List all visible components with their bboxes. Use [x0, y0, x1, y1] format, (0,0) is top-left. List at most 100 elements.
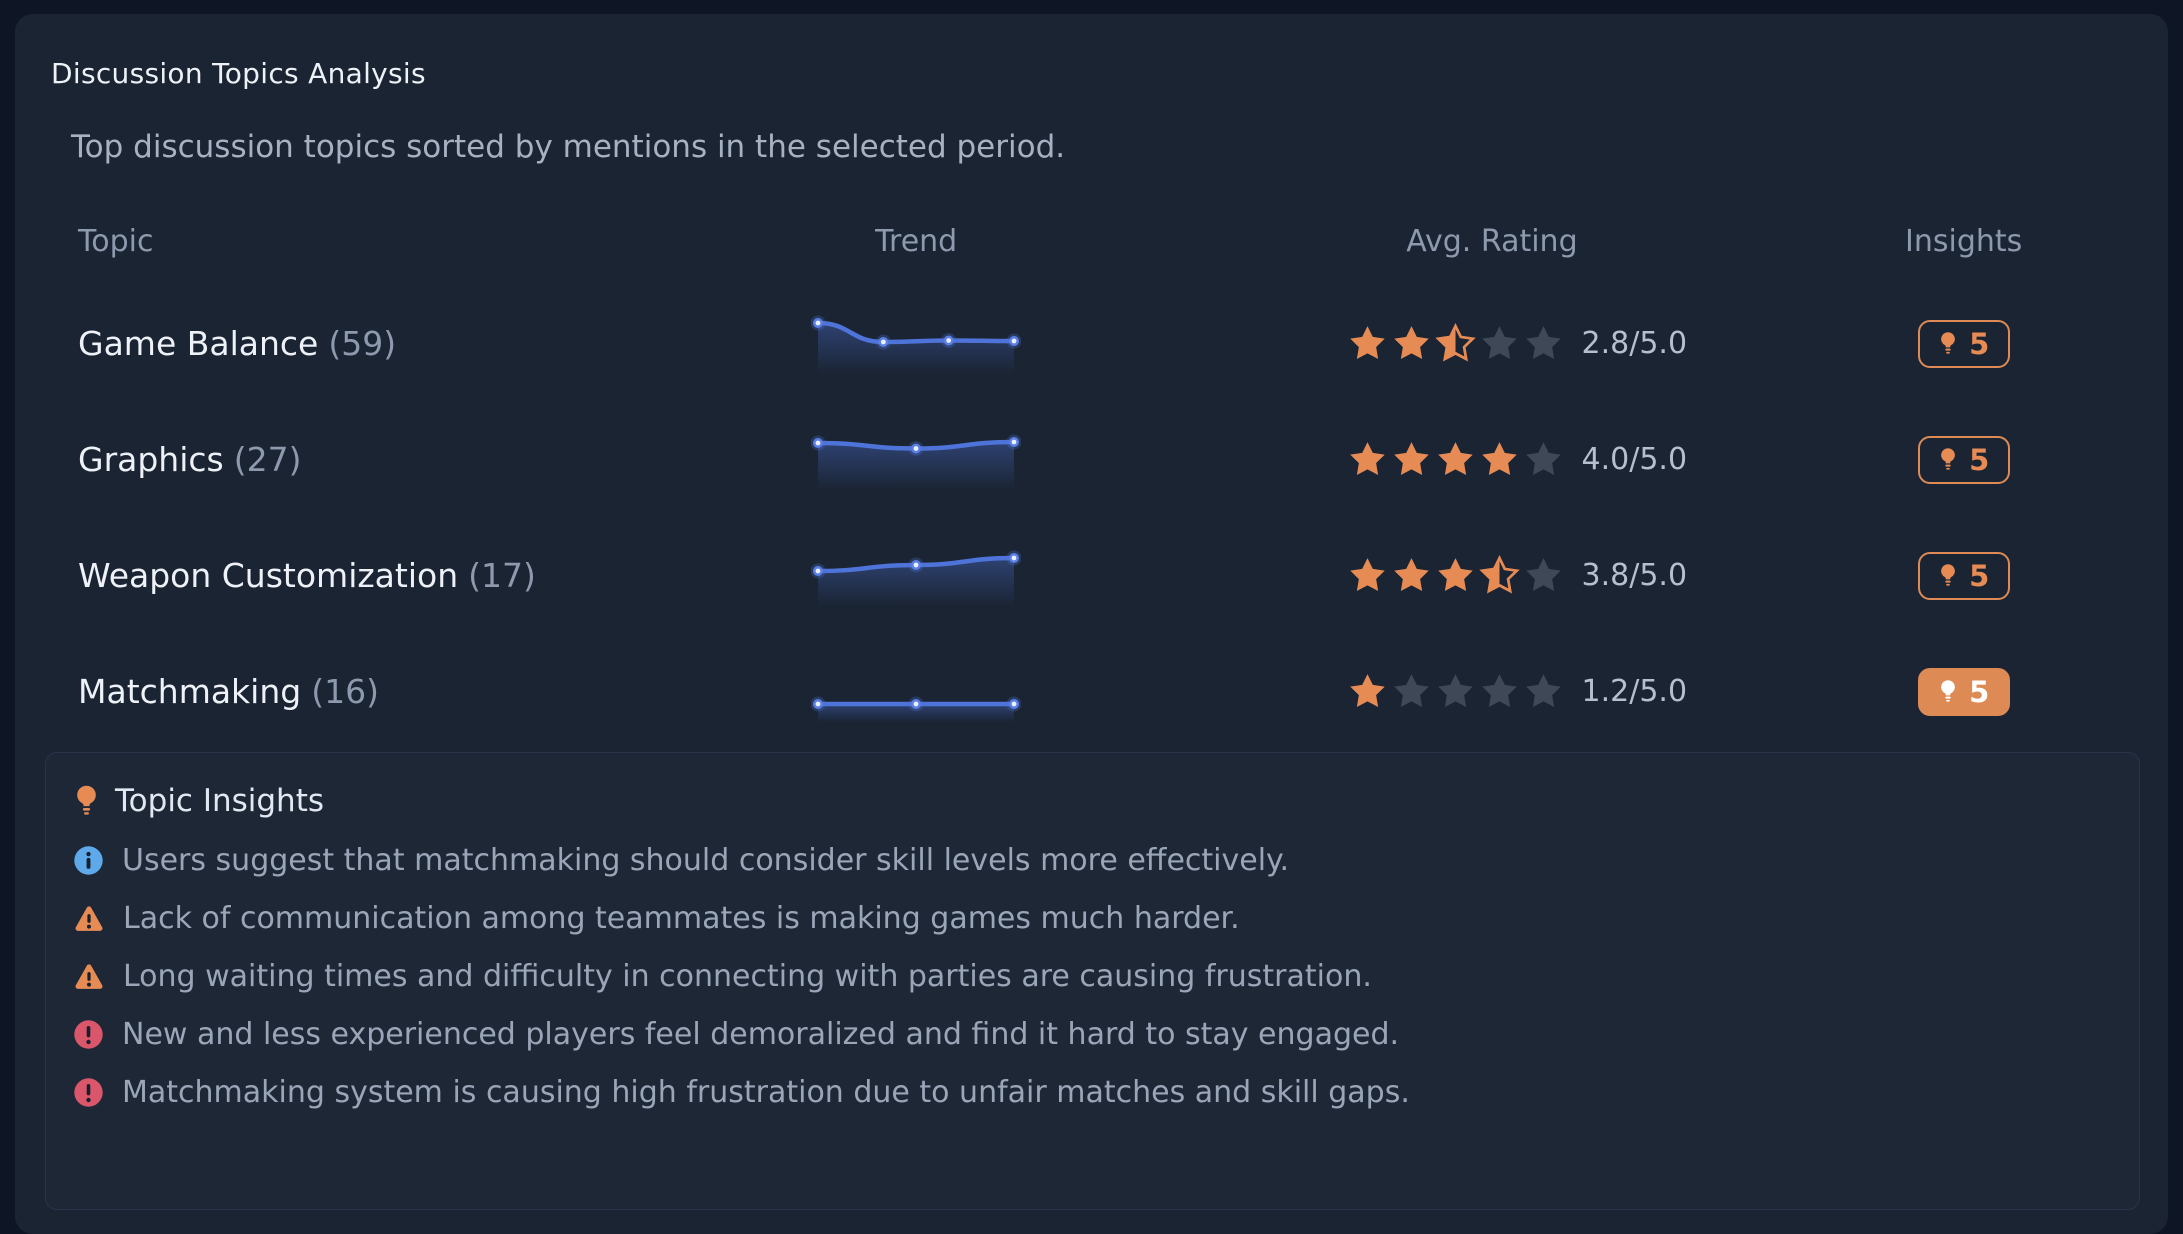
rating-label: 1.2/5.0 — [1581, 674, 1688, 710]
star-icon-empty — [1525, 674, 1561, 708]
star-icon-full — [1437, 558, 1473, 592]
trend-cell — [810, 310, 1022, 378]
insights-panel-title: Topic Insights — [115, 782, 325, 819]
topic-name: Matchmaking — [78, 672, 302, 712]
trend-cell — [810, 426, 1022, 494]
insights-count: 5 — [1969, 442, 1990, 477]
insight-text: Users suggest that matchmaking should co… — [122, 843, 1290, 879]
insight-item-error: New and less experienced players feel de… — [73, 1013, 2109, 1057]
insights-count: 5 — [1969, 326, 1990, 361]
star-rating — [1347, 671, 1564, 712]
info-icon — [74, 846, 103, 875]
trend-sparkline-chart — [810, 315, 1022, 374]
topic-mentions-count: (16) — [311, 672, 379, 712]
insights-count: 5 — [1969, 674, 1990, 709]
topic-row: Graphics (27) 4.0/5.0 5 — [78, 402, 2140, 518]
table-body: Game Balance (59) 2.8/5.0 5 Graphics (27) — [78, 286, 2140, 750]
insights-cell: 5 — [1917, 435, 2010, 484]
insights-badge[interactable]: 5 — [1917, 551, 2010, 600]
star-icon-empty — [1525, 558, 1561, 592]
star-rating — [1347, 323, 1564, 364]
insight-text: New and less experienced players feel de… — [122, 1017, 1400, 1053]
star-icon-empty — [1481, 326, 1517, 360]
star-icon-empty — [1481, 674, 1517, 708]
star-icon-empty — [1437, 674, 1473, 708]
topic-mentions-count: (27) — [233, 440, 302, 480]
star-icon-half — [1478, 555, 1520, 594]
topic-cell: Game Balance (59) — [78, 324, 806, 363]
topic-name: Graphics — [78, 440, 224, 480]
rating-cell: 1.2/5.0 — [1027, 671, 1788, 712]
star-icon-empty — [1393, 674, 1429, 708]
star-icon-full — [1393, 442, 1429, 476]
topic-cell: Graphics (27) — [78, 440, 806, 479]
column-header-trend: Trend — [875, 224, 958, 260]
rating-label: 4.0/5.0 — [1581, 442, 1688, 478]
star-icon-half — [1434, 323, 1476, 362]
table-header-row: Topic Trend Avg. Rating Insights — [78, 210, 2140, 274]
column-header-insights: Insights — [1905, 224, 2023, 260]
discussion-topics-card: Discussion Topics Analysis Top discussio… — [15, 14, 2168, 1234]
lightbulb-icon — [1941, 448, 1955, 470]
lightbulb-icon — [1941, 680, 1955, 702]
star-icon-empty — [1525, 326, 1561, 360]
topic-name: Weapon Customization — [78, 556, 459, 596]
rating-cell: 4.0/5.0 — [1027, 439, 1788, 480]
star-icon-full — [1349, 674, 1385, 708]
insights-badge[interactable]: 5 — [1917, 319, 2010, 368]
rating-label: 2.8/5.0 — [1581, 326, 1688, 362]
column-header-avg-rating: Avg. Rating — [1406, 224, 1578, 260]
topic-mentions-count: (17) — [468, 556, 536, 596]
insight-text: Matchmaking system is causing high frust… — [122, 1075, 1410, 1111]
trend-sparkline-chart — [810, 696, 1022, 722]
trend-cell — [810, 542, 1022, 610]
column-header-topic: Topic — [78, 224, 154, 260]
insight-text: Long waiting times and difficulty in con… — [123, 959, 1372, 995]
star-icon-full — [1393, 326, 1429, 360]
topic-insights-panel: Topic Insights Users suggest that matchm… — [45, 751, 2140, 1210]
warning-icon — [75, 906, 103, 932]
star-icon-full — [1393, 558, 1429, 592]
topic-row: Matchmaking (16) 1.2/5.0 5 — [78, 634, 2140, 750]
star-rating — [1347, 555, 1564, 596]
insight-item-info: Users suggest that matchmaking should co… — [73, 839, 2109, 883]
insights-cell: 5 — [1917, 667, 2010, 716]
insights-count: 5 — [1969, 558, 1990, 593]
star-icon-full — [1481, 442, 1517, 476]
star-icon-full — [1349, 558, 1385, 592]
rating-cell: 2.8/5.0 — [1027, 323, 1788, 364]
insight-text: Lack of communication among teammates is… — [123, 901, 1240, 937]
rating-cell: 3.8/5.0 — [1027, 555, 1788, 596]
trend-sparkline-chart — [810, 550, 1022, 606]
trend-cell — [810, 658, 1022, 726]
insights-cell: 5 — [1917, 319, 2010, 368]
insights-badge[interactable]: 5 — [1917, 667, 2010, 716]
star-rating — [1347, 439, 1564, 480]
error-icon — [74, 1020, 103, 1049]
rating-label: 3.8/5.0 — [1581, 558, 1688, 594]
star-icon-full — [1349, 326, 1385, 360]
star-icon-full — [1349, 442, 1385, 476]
insights-list: Users suggest that matchmaking should co… — [73, 839, 2109, 1115]
insight-item-warning: Long waiting times and difficulty in con… — [73, 955, 2109, 999]
star-icon-full — [1437, 442, 1473, 476]
star-icon-empty — [1525, 442, 1561, 476]
topic-name: Game Balance — [78, 324, 319, 364]
insights-badge[interactable]: 5 — [1917, 435, 2010, 484]
insight-item-error: Matchmaking system is causing high frust… — [73, 1071, 2109, 1115]
topic-mentions-count: (59) — [328, 324, 397, 364]
insights-panel-header: Topic Insights — [73, 779, 2109, 823]
topic-cell: Matchmaking (16) — [78, 672, 806, 711]
lightbulb-icon — [1941, 564, 1955, 586]
topic-cell: Weapon Customization (17) — [78, 556, 806, 595]
warning-icon — [75, 964, 103, 990]
lightbulb-icon — [77, 785, 96, 815]
insights-cell: 5 — [1917, 551, 2010, 600]
error-icon — [74, 1078, 103, 1107]
topic-row: Weapon Customization (17) 3.8/5.0 5 — [78, 518, 2140, 634]
insight-item-warning: Lack of communication among teammates is… — [73, 897, 2109, 941]
card-subtitle: Top discussion topics sorted by mentions… — [71, 128, 1066, 165]
topics-table: Topic Trend Avg. Rating Insights Game Ba… — [78, 210, 2140, 750]
trend-sparkline-chart — [810, 434, 1022, 490]
page-title: Discussion Topics Analysis — [51, 57, 426, 90]
